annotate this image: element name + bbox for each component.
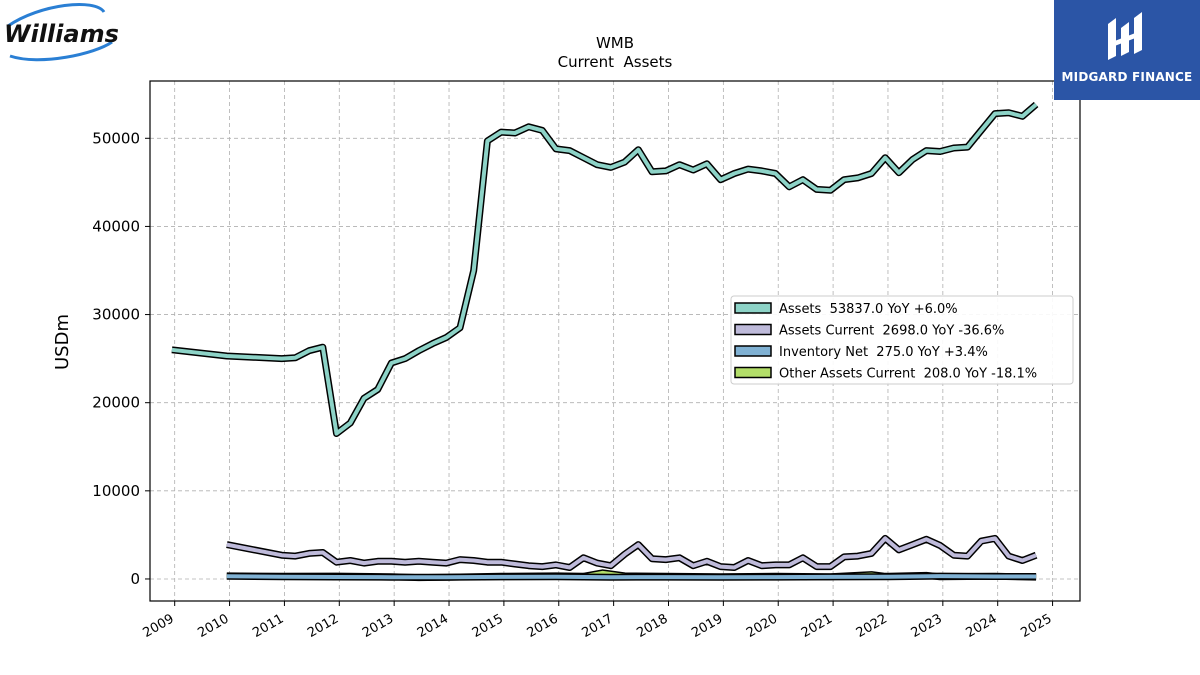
brand-mark-icon	[1108, 12, 1142, 60]
y-axis-label: USDm	[52, 314, 73, 370]
series-line	[226, 536, 1037, 570]
x-tick-label: 2022	[854, 611, 890, 641]
x-tick-label: 2016	[525, 611, 561, 641]
series-1	[226, 534, 1038, 571]
y-tick-label: 10000	[92, 482, 140, 500]
legend: Assets 53837.0 YoY +6.0% Assets Current 2…	[730, 295, 1074, 385]
brand-badge: MIDGARD FINANCE	[1054, 0, 1200, 100]
x-tick-label: 2024	[964, 611, 1000, 641]
x-tick-label: 2023	[909, 611, 945, 641]
x-tick-label: 2019	[689, 611, 725, 641]
chart-subtitle: Current Assets	[558, 53, 673, 71]
legend-swatch	[734, 345, 772, 357]
series-2	[226, 572, 1037, 581]
y-tick-label: 50000	[92, 129, 140, 147]
x-tick-label: 2013	[360, 611, 396, 641]
y-tick-label: 20000	[92, 394, 140, 412]
series-group	[171, 101, 1039, 582]
logo-swoosh-top	[7, 2, 106, 28]
legend-label: Assets 53837.0 YoY +6.0%	[779, 302, 958, 317]
logo-swoosh-bottom	[9, 40, 113, 62]
series-0	[171, 101, 1039, 437]
x-tick-label: 2009	[141, 611, 177, 641]
williams-logo-text: Williams	[4, 20, 119, 48]
x-tick-label: 2012	[305, 611, 341, 641]
y-tick-label: 40000	[92, 217, 140, 235]
williams-logo: Williams	[4, 2, 119, 62]
legend-swatch	[734, 366, 772, 379]
x-tick-label: 2011	[250, 611, 286, 641]
legend-label: Other Assets Current 208.0 YoY -18.1%	[779, 367, 1037, 382]
y-tick-label: 0	[130, 570, 140, 588]
y-tick-label: 30000	[92, 306, 140, 324]
series-line	[171, 102, 1038, 436]
legend-swatch	[734, 323, 772, 336]
legend-swatch	[734, 302, 772, 314]
chart-title: WMB	[596, 34, 634, 52]
x-tick-label: 2010	[195, 611, 231, 641]
brand-name: MIDGARD FINANCE	[1061, 70, 1193, 84]
x-tick-label: 2014	[415, 611, 451, 641]
x-tick-label: 2020	[744, 611, 780, 641]
x-tick-label: 2018	[634, 611, 670, 641]
legend-label: Assets Current 2698.0 YoY -36.6%	[779, 324, 1004, 339]
legend-label: Inventory Net 275.0 YoY +3.4%	[779, 345, 988, 360]
plot-frame	[149, 80, 1081, 602]
legend-box	[730, 295, 1074, 385]
x-tick-label: 2021	[799, 611, 835, 641]
series-line	[226, 574, 1037, 580]
x-tick-label: 2025	[1018, 611, 1054, 641]
x-tick-label: 2017	[579, 611, 615, 641]
x-tick-label: 2015	[470, 611, 506, 641]
